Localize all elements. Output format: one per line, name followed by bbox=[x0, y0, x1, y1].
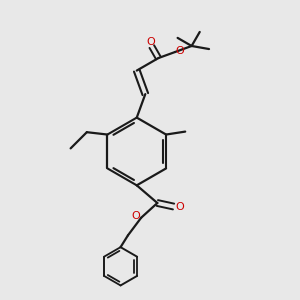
Text: O: O bbox=[146, 37, 155, 47]
Text: O: O bbox=[131, 211, 140, 221]
Text: O: O bbox=[176, 46, 184, 56]
Text: O: O bbox=[175, 202, 184, 212]
